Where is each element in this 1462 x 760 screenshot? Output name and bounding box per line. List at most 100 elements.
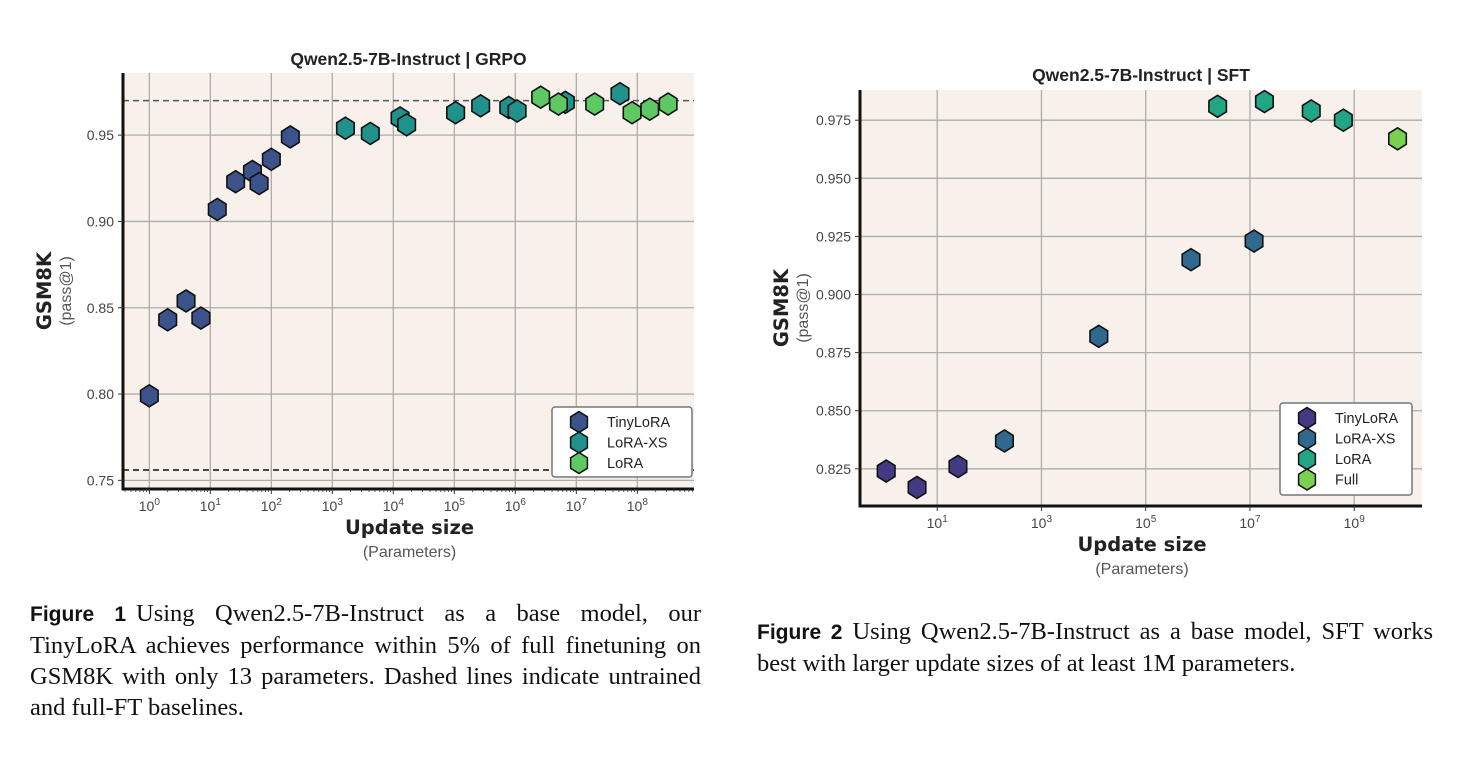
x-tick-label: 105: [444, 497, 466, 514]
data-point: [585, 92, 605, 117]
legend-marker: [569, 410, 589, 434]
data-point: [658, 92, 678, 117]
data-point: [471, 93, 491, 118]
data-point: [948, 454, 968, 479]
x-axis-sublabel: (Parameters): [363, 544, 456, 561]
legend-marker: [569, 431, 589, 454]
legend-label: LoRA-XS: [1335, 432, 1395, 448]
y-tick-label: 0.95: [87, 127, 114, 143]
chart-title: Qwen2.5-7B-Instruct | SFT: [1032, 65, 1250, 85]
legend-marker: [569, 451, 589, 475]
legend: TinyLoRA LoRA-XS LoRA Full: [1279, 402, 1413, 496]
x-tick-label: 105: [1135, 514, 1157, 531]
y-tick-label: 0.950: [816, 170, 851, 186]
data-point: [139, 383, 159, 408]
data-point: [1333, 108, 1353, 133]
y-tick-label: 0.90: [87, 213, 114, 229]
data-point: [1388, 126, 1408, 151]
series-lora: [531, 85, 678, 125]
y-tick-label: 0.925: [816, 228, 851, 244]
x-tick-label: 109: [1344, 514, 1366, 531]
legend-label: TinyLoRA: [1335, 411, 1398, 427]
legend-label: Full: [1335, 473, 1358, 489]
data-point: [1181, 247, 1201, 272]
data-point: [226, 169, 246, 194]
data-point: [1301, 98, 1321, 123]
y-axis-label: GSM8K: [33, 251, 56, 330]
data-point: [907, 475, 927, 500]
y-tick-label: 0.875: [816, 345, 851, 361]
legend-marker: [1297, 447, 1317, 471]
x-tick-label: 100: [139, 497, 161, 514]
figure-2-text: Using Qwen2.5-7B-Instruct as a base mode…: [757, 618, 1434, 677]
x-tick-label: 102: [261, 497, 283, 514]
figure-1-caption: Figure 1 Using Qwen2.5-7B-Instruct as a b…: [30, 598, 701, 723]
data-point: [640, 97, 660, 122]
figure-2-label: Figure 2: [757, 621, 843, 644]
series-lora-xs: [994, 229, 1264, 453]
y-tick-label: 0.850: [816, 403, 851, 419]
x-tick-label: 103: [322, 497, 344, 514]
x-tick-label: 106: [505, 497, 527, 514]
data-point: [335, 116, 356, 141]
y-tick-label: 0.975: [816, 112, 851, 128]
y-tick-label: 0.825: [816, 461, 851, 477]
figure-2-caption: Figure 2 Using Qwen2.5-7B-Instruct as a b…: [757, 616, 1433, 679]
x-tick-label: 107: [566, 497, 588, 514]
data-point: [360, 121, 380, 146]
legend-label: LoRA: [607, 456, 644, 472]
y-tick-label: 0.85: [87, 300, 114, 316]
chart-title: Qwen2.5-7B-Instruct | GRPO: [290, 49, 526, 69]
data-point: [507, 99, 527, 123]
data-point: [445, 100, 466, 125]
y-axis-sublabel: (pass@1): [795, 273, 812, 343]
data-point: [1208, 94, 1228, 119]
data-point: [396, 112, 417, 137]
y-tick-label: 0.900: [816, 287, 851, 303]
x-tick-label: 104: [383, 497, 405, 514]
figure-1-label: Figure 1: [30, 603, 127, 626]
data-point: [261, 147, 281, 172]
legend-label: LoRA: [1335, 452, 1372, 468]
y-tick-label: 0.75: [87, 472, 114, 488]
figure-1-text: Using Qwen2.5-7B-Instruct as a base mode…: [30, 600, 701, 721]
x-axis-sublabel: (Parameters): [1095, 561, 1188, 578]
legend-marker: [1297, 406, 1317, 430]
y-tick-label: 0.80: [87, 386, 114, 402]
data-point: [531, 85, 551, 110]
data-point: [280, 124, 300, 149]
x-tick-label: 103: [1031, 514, 1053, 531]
x-tick-label: 101: [927, 514, 949, 531]
data-point: [249, 171, 269, 196]
x-axis-label: Update size: [1077, 533, 1206, 556]
data-point: [876, 459, 896, 484]
legend-marker: [1297, 427, 1317, 450]
series-tinylora: [876, 454, 968, 500]
grpo-chart: 100 101 102 103 104 105 106 107 108 0.75 0.80 0.85 0…: [33, 49, 694, 561]
sft-chart: 101 103 105 107 109 0.825 0.850 0.875 0.900 0.925…: [770, 65, 1422, 578]
x-tick-label: 107: [1239, 514, 1261, 531]
legend-marker: [1297, 468, 1317, 491]
data-point: [191, 306, 211, 331]
data-point: [610, 81, 630, 106]
data-point: [622, 100, 642, 125]
data-point: [1244, 229, 1264, 254]
x-axis-label: Update size: [345, 516, 474, 539]
data-point: [158, 307, 178, 332]
series-lora: [1208, 89, 1353, 133]
x-tick-label: 101: [200, 497, 222, 514]
legend-label: LoRA-XS: [607, 436, 667, 452]
data-point: [1254, 89, 1274, 114]
legend: TinyLoRA LoRA-XS LoRA: [551, 406, 693, 478]
data-point: [994, 428, 1015, 453]
legend-label: TinyLoRA: [607, 415, 670, 431]
x-tick-label: 108: [627, 497, 649, 514]
data-point: [548, 92, 569, 117]
series-full: [1388, 126, 1408, 151]
data-point: [1089, 324, 1109, 349]
data-point: [176, 288, 196, 313]
data-point: [207, 197, 227, 222]
series-tinylora: [139, 124, 300, 408]
y-axis-sublabel: (pass@1): [58, 256, 75, 326]
